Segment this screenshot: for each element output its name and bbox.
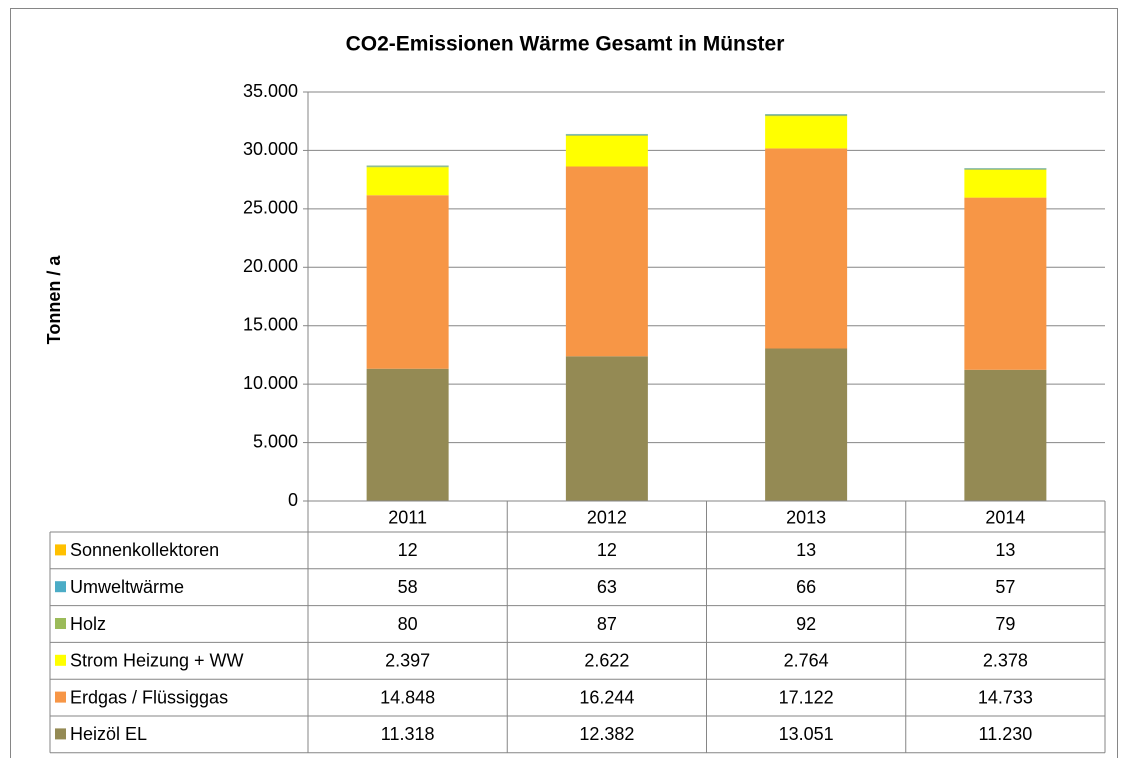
table-cell: 12.382 <box>579 724 634 744</box>
y-tick-label: 35.000 <box>243 81 298 101</box>
legend-key <box>55 654 66 666</box>
table-cell: 14.733 <box>978 687 1033 707</box>
bar-segment <box>964 369 1047 501</box>
bar-segment <box>765 115 848 117</box>
table-cell: 13 <box>995 540 1015 560</box>
table-cell: 2.397 <box>385 651 430 671</box>
table-cell: 2.622 <box>584 651 629 671</box>
bar-segment <box>366 368 449 501</box>
legend-key <box>55 544 66 556</box>
bar-segment <box>366 195 449 369</box>
y-tick-label: 0 <box>288 490 298 510</box>
table-cell: 11.318 <box>381 724 435 744</box>
y-tick-label: 20.000 <box>243 256 298 276</box>
chart-border <box>10 8 1118 758</box>
y-tick-label: 15.000 <box>243 314 298 334</box>
bar-segment <box>565 135 648 167</box>
table-cell: 92 <box>796 614 816 634</box>
table-cell: 63 <box>597 577 617 597</box>
y-tick-label: 5.000 <box>253 431 298 451</box>
legend-label: Umweltwärme <box>70 577 184 597</box>
legend-label: Holz <box>70 614 106 634</box>
table-cell: 11.230 <box>979 724 1033 744</box>
table-cell: 17.122 <box>779 687 834 707</box>
table-cell: 13.051 <box>779 724 834 744</box>
table-cell: 12 <box>597 540 617 560</box>
table-cell: 13 <box>796 540 816 560</box>
legend-label: Sonnenkollektoren <box>70 540 219 560</box>
bar-segment <box>565 356 648 501</box>
table-cell: 16.244 <box>579 687 634 707</box>
bar-segment <box>565 134 648 136</box>
y-axis-label: Tonnen / a <box>44 255 64 345</box>
table-cell: 80 <box>398 614 418 634</box>
bar-segment <box>964 168 1047 169</box>
y-tick-label: 30.000 <box>243 139 298 159</box>
x-tick-label: 2014 <box>985 507 1025 527</box>
bar-segment <box>765 348 848 501</box>
bar-segment <box>366 166 449 168</box>
bar-segment <box>565 134 648 135</box>
bar-segment <box>964 169 1047 198</box>
legend-key <box>55 581 66 593</box>
table-cell: 57 <box>995 577 1015 597</box>
chart-title: CO2-Emissionen Wärme Gesamt in Münster <box>346 33 785 56</box>
bar-segment <box>366 167 449 196</box>
legend-key <box>55 618 66 629</box>
bar-segment <box>765 148 848 349</box>
bar-segment <box>964 168 1047 170</box>
legend-label: Erdgas / Flüssiggas <box>70 687 228 707</box>
table-cell: 66 <box>796 577 816 597</box>
x-tick-label: 2012 <box>587 507 627 527</box>
bar-segment <box>964 197 1047 370</box>
x-tick-label: 2011 <box>388 507 427 527</box>
x-tick-label: 2013 <box>786 507 826 527</box>
legend-label: Heizöl EL <box>70 724 147 744</box>
legend-label: Strom Heizung + WW <box>70 651 244 671</box>
table-cell: 12 <box>398 540 418 560</box>
table-cell: 87 <box>597 614 617 634</box>
bar-segment <box>565 166 648 357</box>
bar-segment <box>765 114 848 116</box>
legend-key <box>55 728 66 740</box>
bar-segment <box>366 165 449 167</box>
y-tick-label: 10.000 <box>243 373 298 393</box>
table-cell: 14.848 <box>380 687 435 707</box>
table-cell: 2.764 <box>784 651 829 671</box>
legend-key <box>55 691 66 703</box>
y-tick-label: 25.000 <box>243 198 298 218</box>
table-cell: 58 <box>398 577 418 597</box>
table-cell: 79 <box>995 614 1015 634</box>
table-cell: 2.378 <box>983 651 1028 671</box>
bar-segment <box>765 116 848 149</box>
